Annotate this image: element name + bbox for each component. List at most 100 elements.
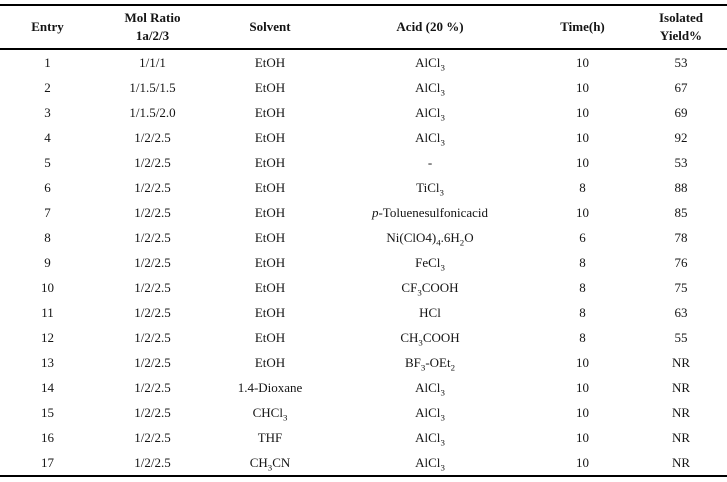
cell-entry: 10 xyxy=(41,279,54,295)
cell-entry: 13 xyxy=(41,354,54,370)
cell-isolated_yield: 67 xyxy=(674,79,688,95)
table-row: 9 1/2/2.5 EtOH FeCl3 8 76 xyxy=(0,250,727,275)
cell-acid: AlCl3 xyxy=(415,104,445,123)
cell-solvent: EtOH xyxy=(254,279,286,295)
cell-acid: AlCl3 xyxy=(415,429,445,448)
table-row: 16 1/2/2.5 THF AlCl3 10 NR xyxy=(0,425,727,450)
cell-mol_ratio: 1/2/2.5 xyxy=(134,229,171,245)
cell-solvent: CHCl3 xyxy=(252,404,288,423)
cell-mol_ratio: 1/2/2.5 xyxy=(134,429,171,445)
cell-mol_ratio: 1/1/1 xyxy=(139,54,166,70)
cell-time_h: 10 xyxy=(576,454,589,470)
cell-isolated_yield: 55 xyxy=(674,329,688,345)
table-row: 13 1/2/2.5 EtOH BF3-OEt2 10 NR xyxy=(0,350,727,375)
table-row: 10 1/2/2.5 EtOH CF3COOH 8 75 xyxy=(0,275,727,300)
cell-entry: 5 xyxy=(44,154,51,170)
col-header-acid: Acid (20 %) xyxy=(396,18,464,34)
cell-isolated_yield: 88 xyxy=(674,179,688,195)
cell-time_h: 8 xyxy=(579,179,586,195)
reaction-conditions-table: Entry Mol Ratio 1a/2/3 Solvent Acid (20 … xyxy=(0,4,727,477)
cell-time_h: 10 xyxy=(576,104,589,120)
cell-acid: AlCl3 xyxy=(415,129,445,148)
cell-time_h: 10 xyxy=(576,379,589,395)
cell-time_h: 8 xyxy=(579,279,586,295)
cell-mol_ratio: 1/2/2.5 xyxy=(134,354,171,370)
table-row: 4 1/2/2.5 EtOH AlCl3 10 92 xyxy=(0,125,727,150)
col-header-solvent: Solvent xyxy=(249,18,291,34)
cell-acid: HCl xyxy=(419,304,441,320)
cell-isolated_yield: NR xyxy=(671,404,691,420)
cell-isolated_yield: 75 xyxy=(674,279,688,295)
cell-solvent: EtOH xyxy=(254,104,286,120)
cell-entry: 7 xyxy=(44,204,51,220)
cell-entry: 15 xyxy=(41,404,54,420)
cell-time_h: 10 xyxy=(576,429,589,445)
cell-entry: 14 xyxy=(41,379,54,395)
cell-acid: AlCl3 xyxy=(415,454,445,473)
cell-time_h: 10 xyxy=(576,404,589,420)
cell-entry: 1 xyxy=(44,54,51,70)
cell-entry: 3 xyxy=(44,104,51,120)
cell-isolated_yield: 85 xyxy=(674,204,688,220)
cell-solvent: EtOH xyxy=(254,204,286,220)
table-row: 1 1/1/1 EtOH AlCl3 10 53 xyxy=(0,49,727,75)
cell-acid: FeCl3 xyxy=(415,254,445,273)
cell-mol_ratio: 1/2/2.5 xyxy=(134,204,171,220)
table-row: 7 1/2/2.5 EtOH p-Toluenesulfonicacid 10 85 xyxy=(0,200,727,225)
cell-entry: 11 xyxy=(41,304,54,320)
cell-solvent: EtOH xyxy=(254,254,286,270)
cell-isolated_yield: 63 xyxy=(674,304,688,320)
cell-time_h: 10 xyxy=(576,354,589,370)
cell-solvent: EtOH xyxy=(254,304,286,320)
cell-isolated_yield: 53 xyxy=(674,54,688,70)
cell-mol_ratio: 1/2/2.5 xyxy=(134,454,171,470)
cell-mol_ratio: 1/2/2.5 xyxy=(134,279,171,295)
cell-mol_ratio: 1/2/2.5 xyxy=(134,129,171,145)
cell-time_h: 8 xyxy=(579,254,586,270)
cell-isolated_yield: NR xyxy=(671,354,691,370)
cell-time_h: 10 xyxy=(576,79,589,95)
cell-isolated_yield: 69 xyxy=(674,104,688,120)
cell-time_h: 10 xyxy=(576,129,589,145)
cell-entry: 12 xyxy=(41,329,54,345)
table-row: 2 1/1.5/1.5 EtOH AlCl3 10 67 xyxy=(0,75,727,100)
cell-time_h: 6 xyxy=(579,229,586,245)
cell-isolated_yield: 78 xyxy=(674,229,688,245)
col-header-time: Time(h) xyxy=(560,18,605,34)
cell-time_h: 10 xyxy=(576,154,589,170)
cell-solvent: 1.4-Dioxane xyxy=(237,379,303,395)
cell-mol_ratio: 1/2/2.5 xyxy=(134,254,171,270)
cell-entry: 17 xyxy=(41,454,54,470)
cell-isolated_yield: NR xyxy=(671,429,691,445)
cell-solvent: EtOH xyxy=(254,329,286,345)
table-row: 8 1/2/2.5 EtOH Ni(ClO4)4.6H2O 6 78 xyxy=(0,225,727,250)
table-row: 6 1/2/2.5 EtOH TiCl3 8 88 xyxy=(0,175,727,200)
cell-mol_ratio: 1/1.5/2.0 xyxy=(129,104,176,120)
table-row: 14 1/2/2.5 1.4-Dioxane AlCl3 10 NR xyxy=(0,375,727,400)
table-body: 1 1/1/1 EtOH AlCl3 10 53 2 1/1.5/1.5 EtOH AlCl3 10… xyxy=(0,49,727,476)
cell-time_h: 8 xyxy=(579,304,586,320)
table-row: 11 1/2/2.5 EtOH HCl 8 63 xyxy=(0,300,727,325)
cell-entry: 16 xyxy=(41,429,54,445)
table-header: Entry Mol Ratio 1a/2/3 Solvent Acid (20 … xyxy=(0,5,727,49)
cell-entry: 6 xyxy=(44,179,51,195)
table-row: 17 1/2/2.5 CH3CN AlCl3 10 NR xyxy=(0,450,727,476)
cell-mol_ratio: 1/2/2.5 xyxy=(134,154,171,170)
cell-entry: 4 xyxy=(44,129,51,145)
cell-time_h: 8 xyxy=(579,329,586,345)
col-header-entry: Entry xyxy=(31,18,64,34)
col-header-isolated-yield: Isolated Yield% xyxy=(658,9,704,43)
cell-isolated_yield: 76 xyxy=(674,254,688,270)
cell-acid: CH3COOH xyxy=(400,329,460,348)
cell-solvent: EtOH xyxy=(254,54,286,70)
cell-acid: TiCl3 xyxy=(416,179,444,198)
cell-entry: 8 xyxy=(44,229,51,245)
cell-time_h: 10 xyxy=(576,54,589,70)
table-row: 12 1/2/2.5 EtOH CH3COOH 8 55 xyxy=(0,325,727,350)
table-row: 5 1/2/2.5 EtOH - 10 53 xyxy=(0,150,727,175)
cell-solvent: EtOH xyxy=(254,154,286,170)
table-header-row: Entry Mol Ratio 1a/2/3 Solvent Acid (20 … xyxy=(0,5,727,49)
cell-mol_ratio: 1/2/2.5 xyxy=(134,179,171,195)
cell-mol_ratio: 1/1.5/1.5 xyxy=(129,79,176,95)
